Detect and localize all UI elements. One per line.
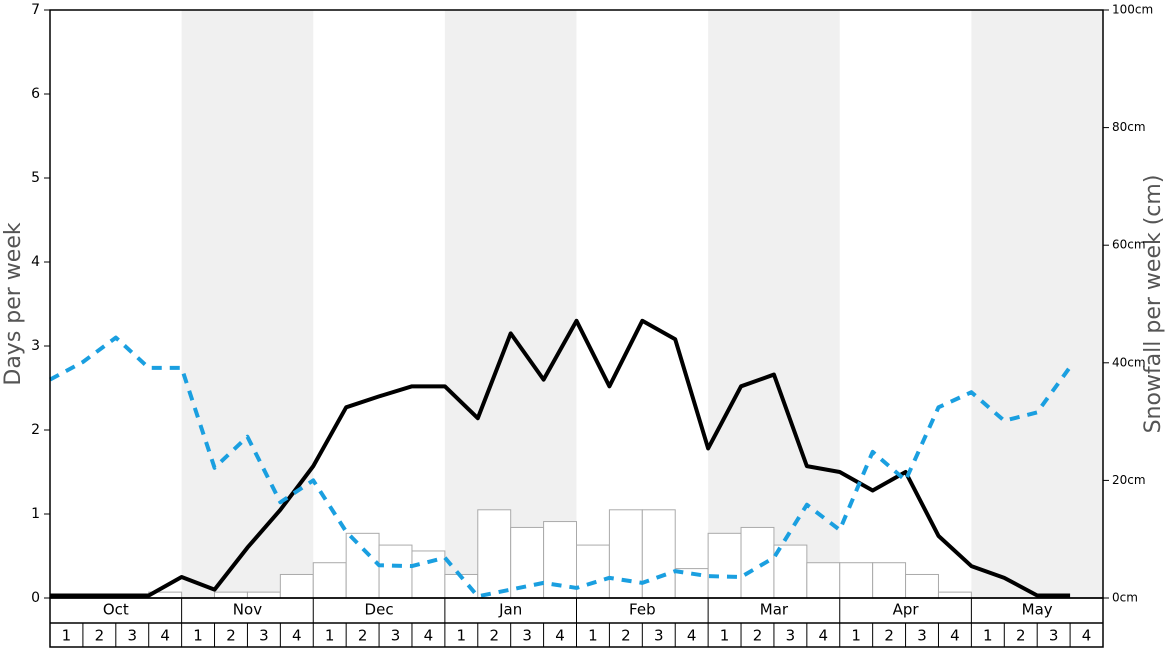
x-tick-label: 4 [687,627,697,645]
y-tick-label: 7 [31,2,40,18]
y-axis-title: Days per week [1,222,26,385]
y-tick-label: 3 [31,338,40,354]
y2-tick-label: 60cm [1112,238,1146,252]
x-tick-label: 1 [720,627,730,645]
x-tick-label: 1 [588,627,598,645]
x-tick-label: 4 [819,627,829,645]
y-tick-label: 1 [31,506,40,522]
y2-tick-label: 0cm [1112,591,1138,605]
x-tick-label: 3 [1049,627,1059,645]
y2-tick-label: 100cm [1112,3,1153,17]
bar [937,591,972,599]
y2-tick-label: 40cm [1112,355,1146,369]
y2-tick-label: 20cm [1112,473,1146,487]
x-tick-label: 4 [292,627,302,645]
month-band [708,10,840,598]
y-tick-label: 6 [31,86,40,102]
x-tick-label: 1 [62,627,72,645]
month-band [444,10,577,598]
bar [641,509,676,599]
x-tick-label: 2 [358,627,368,645]
month-label: Apr [893,601,920,619]
bar [905,573,939,599]
bar [872,562,907,599]
bar [246,591,281,599]
bar [378,544,413,599]
y-tick-label: 4 [31,254,40,270]
y-tick-label: 0 [31,590,40,606]
x-tick-label: 3 [522,627,532,645]
bar [477,509,512,599]
dashed-line [49,335,1072,599]
month-label: Jan [498,601,522,619]
x-tick-label: 3 [654,627,664,645]
month-band [971,10,1103,598]
month-label: Nov [233,601,262,619]
x-tick-label: 3 [259,627,269,645]
bar [214,591,248,599]
x-tick-label: 4 [1082,627,1092,645]
x-tick-label: 2 [884,627,894,645]
month-label: Mar [760,601,789,619]
x-tick-label: 4 [950,627,960,645]
x-tick-label: 3 [127,627,137,645]
bar [345,532,380,599]
bar [576,544,610,599]
x-tick-label: 2 [95,627,105,645]
bar [707,532,742,599]
month-label: Dec [365,601,394,619]
x-tick-label: 4 [555,627,565,645]
x-tick-label: 1 [325,627,335,645]
x-tick-label: 2 [1016,627,1026,645]
month-band [181,10,314,598]
bar [312,562,347,599]
x-tick-label: 3 [391,627,401,645]
x-tick-label: 1 [983,627,993,645]
y2-axis-title: Snowfall per week (cm) [1141,175,1166,434]
month-label: May [1022,601,1053,619]
bar [510,526,545,599]
y-tick-label: 2 [31,422,40,438]
x-tick-label: 3 [786,627,796,645]
x-tick-label: 2 [226,627,236,645]
x-tick-label: 1 [851,627,861,645]
x-tick-label: 1 [457,627,467,645]
x-tick-label: 2 [753,627,763,645]
bar [806,562,841,599]
y2-tick-label: 80cm [1112,120,1146,134]
x-tick-label: 2 [489,627,499,645]
bar [608,509,643,599]
month-label: Oct [103,601,129,619]
x-tick-label: 1 [193,627,203,645]
x-tick-label: 3 [917,627,927,645]
x-tick-label: 4 [160,627,170,645]
x-tick-label: 2 [621,627,631,645]
bar [279,573,314,599]
bar [411,550,446,599]
y-tick-label: 5 [31,170,40,186]
bar [839,562,874,599]
month-label: Feb [629,601,656,619]
x-tick-label: 4 [424,627,434,645]
